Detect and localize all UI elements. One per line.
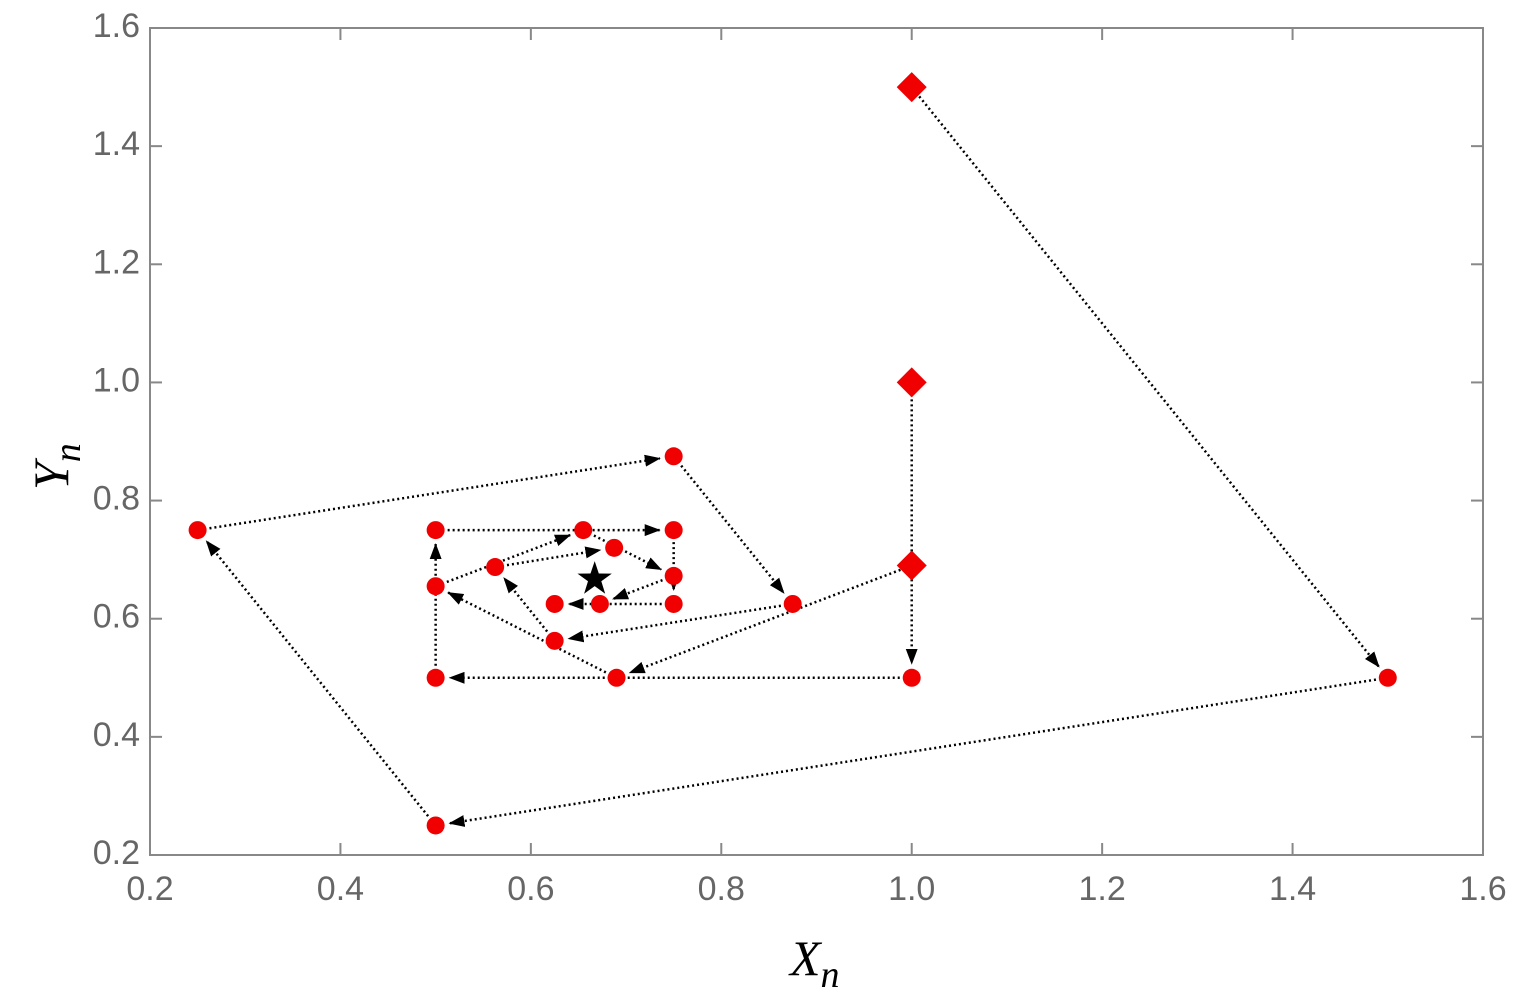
trajectory-arrow	[628, 568, 901, 674]
trajectory-arrow	[593, 534, 663, 571]
y-label-main: Y	[23, 457, 79, 490]
y-tick-label: 1.6	[93, 7, 140, 45]
x-label-main: X	[788, 930, 823, 986]
trajectory-arrow	[567, 604, 782, 643]
x-tick-label: 0.6	[507, 870, 554, 908]
x-tick-label: 1.4	[1269, 870, 1316, 908]
x-tick-label: 0.2	[126, 870, 173, 908]
y-label-sub: n	[47, 443, 89, 462]
point	[783, 594, 802, 613]
x-tick-label: 0.8	[698, 870, 745, 908]
point	[188, 521, 207, 540]
y-tick-label: 0.8	[93, 480, 140, 518]
trajectory-arrow	[205, 540, 430, 817]
y-tick-label: 1.0	[93, 361, 140, 399]
trajectory-arrow	[612, 578, 663, 601]
x-tick-label: 0.4	[317, 870, 364, 908]
point	[664, 566, 683, 585]
fixed-point	[577, 561, 612, 594]
point	[607, 668, 626, 687]
x-tick-label: 1.0	[888, 870, 935, 908]
trajectory-arrow	[918, 95, 1380, 668]
x-tick-label: 1.6	[1459, 870, 1506, 908]
trajectory-arrow	[447, 591, 607, 674]
point	[605, 538, 624, 557]
point	[574, 521, 593, 540]
trajectory-arrow	[448, 678, 1377, 827]
y-tick-label: 0.4	[93, 716, 140, 754]
y-tick-label: 1.2	[93, 243, 140, 281]
x-label-sub: n	[821, 954, 840, 996]
trajectory-arrow	[446, 533, 572, 584]
point	[664, 594, 683, 613]
point	[426, 668, 445, 687]
trajectory-arrow	[209, 454, 661, 530]
y-tick-label: 0.2	[93, 834, 140, 872]
start-point	[896, 550, 927, 581]
point	[1378, 668, 1397, 687]
start-point	[896, 72, 927, 103]
x-axis-label: Xn	[788, 930, 840, 996]
point	[590, 594, 609, 613]
y-tick-label: 1.4	[93, 125, 140, 163]
point	[426, 577, 445, 596]
y-axis-label: Yn	[23, 443, 89, 490]
point	[664, 447, 683, 466]
start-point	[896, 367, 927, 398]
point	[426, 816, 445, 835]
point	[486, 558, 505, 577]
plot-frame	[149, 27, 1484, 856]
trajectory-arrow	[506, 546, 602, 567]
point	[545, 631, 564, 650]
trajectory-arrow	[680, 464, 785, 594]
point	[426, 521, 445, 540]
point	[545, 594, 564, 613]
trajectory-arrow	[502, 577, 549, 633]
x-tick-label: 1.2	[1079, 870, 1126, 908]
point	[902, 668, 921, 687]
y-tick-label: 0.6	[93, 598, 140, 636]
point	[664, 521, 683, 540]
